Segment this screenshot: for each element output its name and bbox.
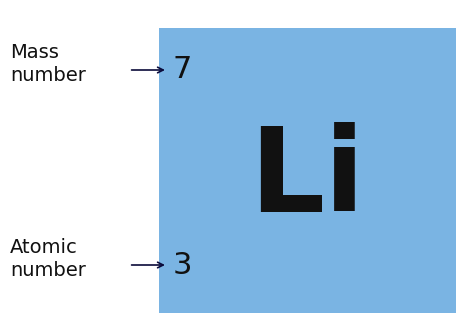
Text: 3: 3 <box>173 251 192 279</box>
FancyBboxPatch shape <box>159 28 456 313</box>
Text: 7: 7 <box>173 56 192 84</box>
Text: Li: Li <box>250 121 365 237</box>
Text: Mass
number: Mass number <box>10 43 86 85</box>
Text: Atomic
number: Atomic number <box>10 238 86 280</box>
